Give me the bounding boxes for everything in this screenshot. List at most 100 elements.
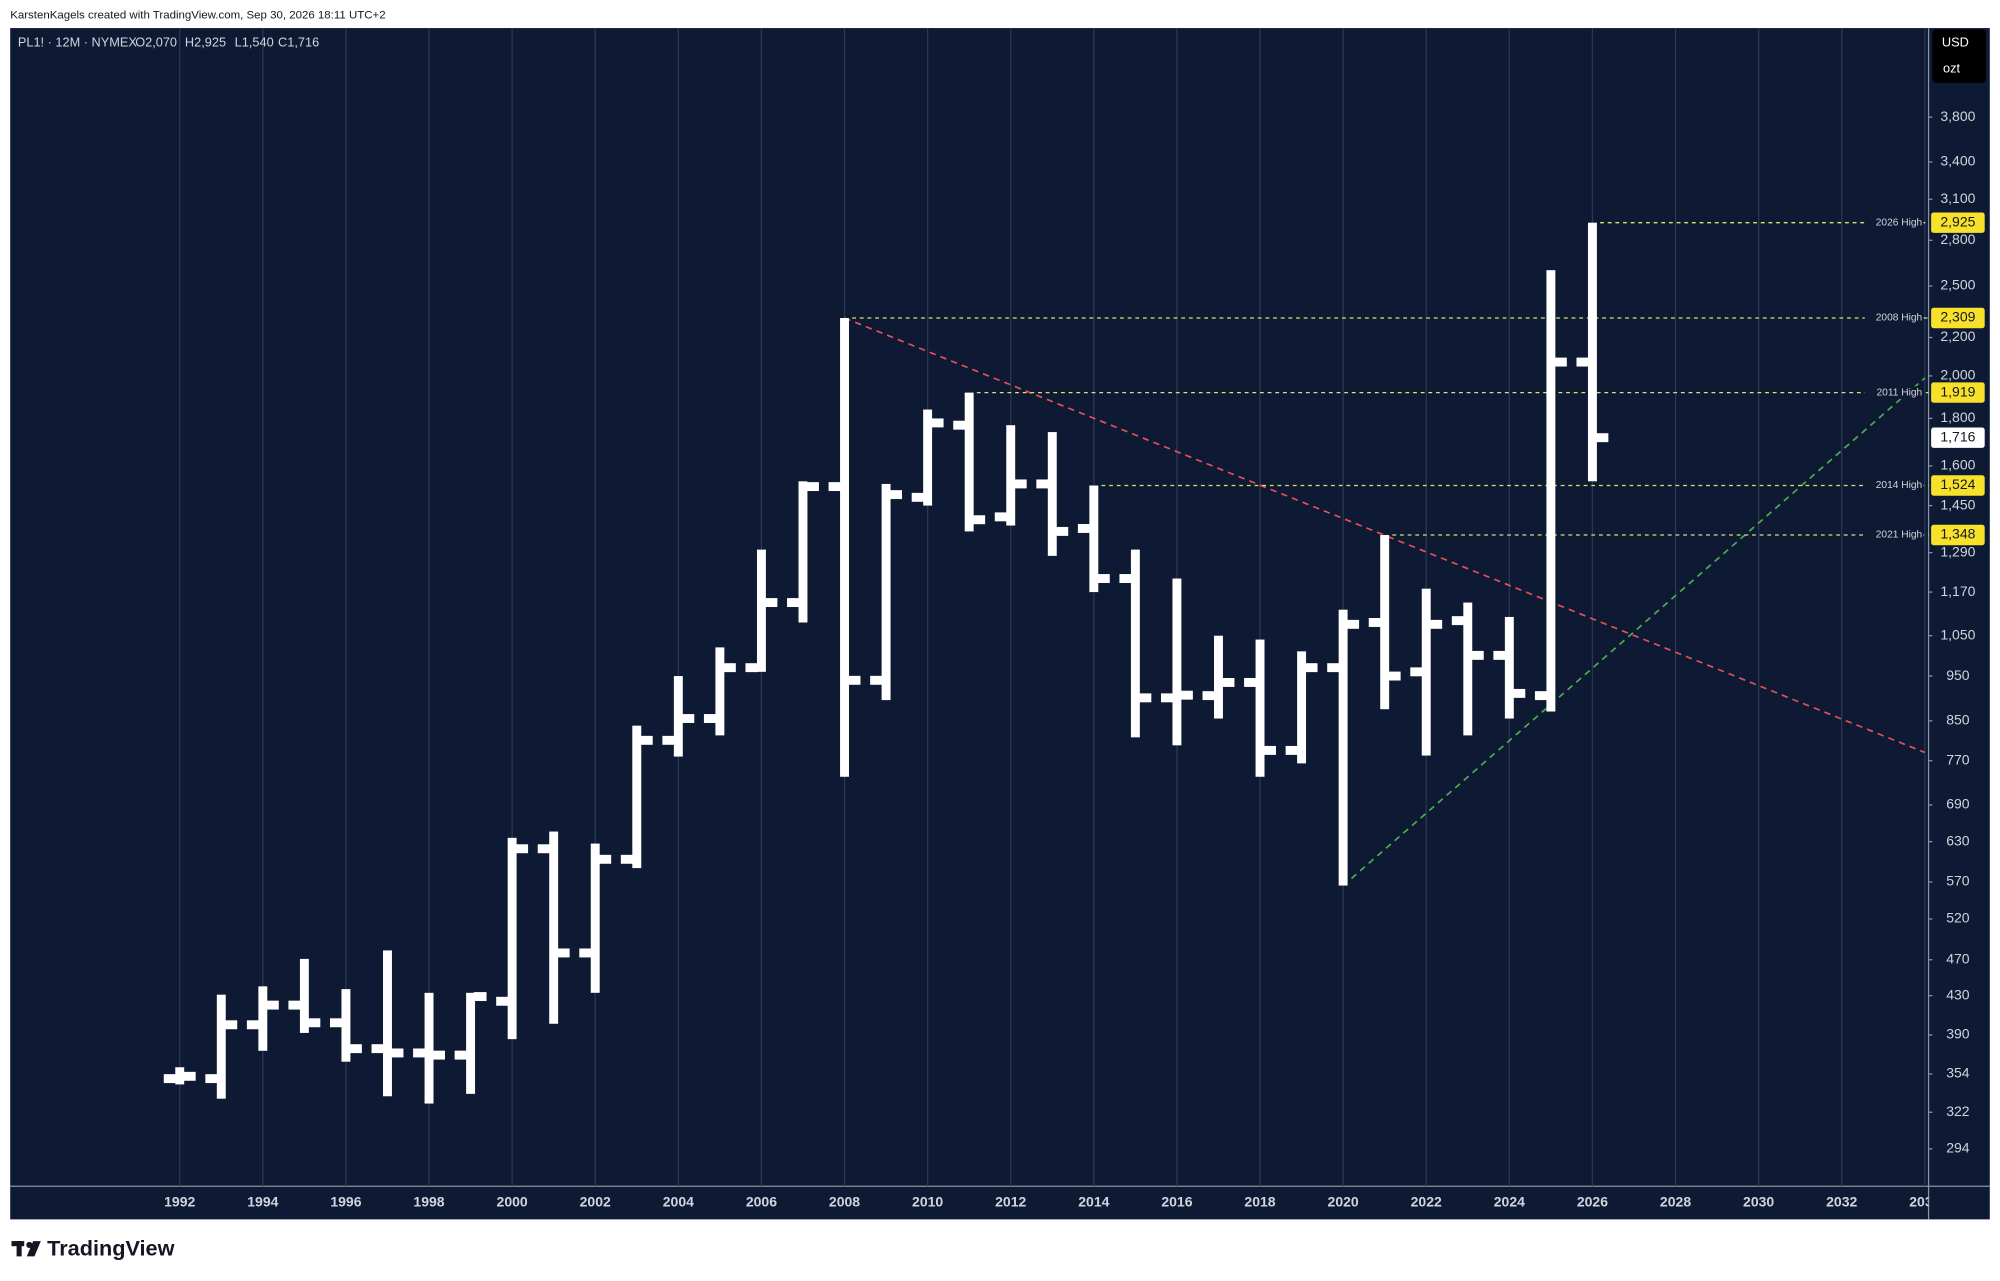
x-tick-label: 2008 [829, 1194, 860, 1210]
x-tick-label: 2004 [663, 1194, 694, 1210]
bar-open [496, 996, 509, 1006]
ohlc-open: O2,070 [135, 35, 177, 50]
bar-range [1089, 485, 1099, 593]
bar-close [266, 1000, 279, 1010]
bar-open [620, 854, 634, 864]
level-tag-label: 2,309 [1940, 309, 1975, 325]
bar-open [1451, 616, 1465, 626]
y-tick-label: 294 [1946, 1140, 1970, 1156]
bar-range [175, 1067, 185, 1085]
x-tick-label: 2012 [995, 1194, 1026, 1210]
bar-close [515, 844, 529, 854]
bar-range [383, 950, 392, 1097]
bar-range [923, 409, 933, 506]
brand: TradingView [47, 1236, 174, 1261]
bar-range [964, 392, 974, 532]
x-tick-label: 2032 [1826, 1194, 1857, 1210]
symbol: PL1! · 12M · NYMEX [18, 35, 138, 50]
x-tick-label: 2034 [1909, 1194, 1940, 1210]
bar-close [1263, 745, 1276, 755]
bar-range [798, 481, 808, 623]
x-tick-label: 2024 [1494, 1194, 1525, 1210]
y-tick-label: 3,800 [1940, 108, 1975, 124]
y-tick-label: 2,500 [1940, 277, 1975, 293]
bar-open [1410, 667, 1424, 677]
bar-open [329, 1018, 343, 1028]
y-tick-label: 1,290 [1940, 543, 1975, 559]
level-label: 2021 High [1876, 530, 1922, 541]
bar-open [994, 512, 1008, 522]
level-label-bg [1864, 528, 1924, 542]
y-tick-label: 950 [1946, 667, 1970, 683]
x-tick-label: 2014 [1078, 1194, 1109, 1210]
x-tick-label: 2000 [497, 1194, 528, 1210]
bar-range [590, 843, 600, 993]
bar-open [787, 598, 800, 608]
level-tag [1931, 382, 1985, 403]
bar-range [1214, 635, 1223, 719]
level-label-bg [1864, 386, 1924, 399]
level-label-bg [1864, 311, 1924, 325]
bar-close [1470, 650, 1484, 660]
bar-close [723, 663, 736, 673]
bar-close [1429, 619, 1443, 629]
bar-range [507, 837, 517, 1040]
x-tick-label: 2022 [1411, 1194, 1442, 1210]
unit-box[interactable] [1932, 29, 1986, 83]
price-tags: 2,925 2,309 1,919 1,524 1,348 1,716 [1931, 212, 1985, 546]
level-tag-label: 1,919 [1940, 383, 1975, 399]
bar-close [1138, 693, 1152, 703]
bar-close [639, 735, 653, 745]
bar-open [1576, 357, 1590, 367]
level-label: 2011 High [1876, 387, 1922, 398]
bar-range [1546, 270, 1556, 712]
ohlc-close: C1,716 [278, 35, 319, 50]
bar-range [840, 318, 849, 777]
bar-close [1221, 678, 1235, 687]
bar-range [1130, 549, 1140, 738]
x-tick-label: 2016 [1161, 1194, 1192, 1210]
bar-open [745, 663, 759, 673]
bar-range [1338, 609, 1348, 886]
bar-range [715, 647, 725, 736]
bar-open [1036, 479, 1050, 489]
bar-open [246, 1020, 260, 1030]
level-tag-label: 2,925 [1940, 213, 1975, 229]
bar-close [681, 714, 695, 723]
bar-close [806, 482, 819, 492]
bar-open [413, 1048, 426, 1058]
bar-range [549, 831, 559, 1024]
bar-range [1587, 222, 1597, 482]
y-tick-label: 520 [1946, 910, 1970, 926]
bar-close [432, 1050, 445, 1060]
bar-open [288, 1000, 302, 1010]
x-tick-label: 2030 [1743, 1194, 1774, 1210]
ohlc-high: H2,925 [185, 35, 226, 50]
bar-open [1368, 618, 1382, 627]
x-tick-label: 1994 [247, 1194, 278, 1210]
bar-open [371, 1044, 385, 1054]
bar-close [224, 1020, 238, 1030]
bar-close [1097, 574, 1110, 583]
bar-range [1006, 425, 1016, 526]
bar-range [1421, 588, 1431, 756]
bar-close [1180, 690, 1193, 700]
bar-open [579, 948, 593, 958]
trendline [844, 317, 1926, 754]
bar-close [889, 490, 903, 500]
bar-open [1493, 650, 1507, 660]
bar-close [1554, 357, 1567, 367]
level-label: 2014 High [1876, 480, 1922, 491]
bar-close [307, 1018, 321, 1028]
y-tick-label: 322 [1946, 1103, 1970, 1119]
bar-open [703, 714, 717, 723]
bar-close [764, 598, 778, 608]
bar-close [390, 1048, 404, 1058]
bar-open [205, 1074, 219, 1084]
bar-range [299, 958, 309, 1033]
bar-close [1595, 433, 1609, 443]
bar-close [473, 992, 487, 1002]
bar-range [1463, 602, 1473, 736]
bar-range [1504, 616, 1514, 719]
